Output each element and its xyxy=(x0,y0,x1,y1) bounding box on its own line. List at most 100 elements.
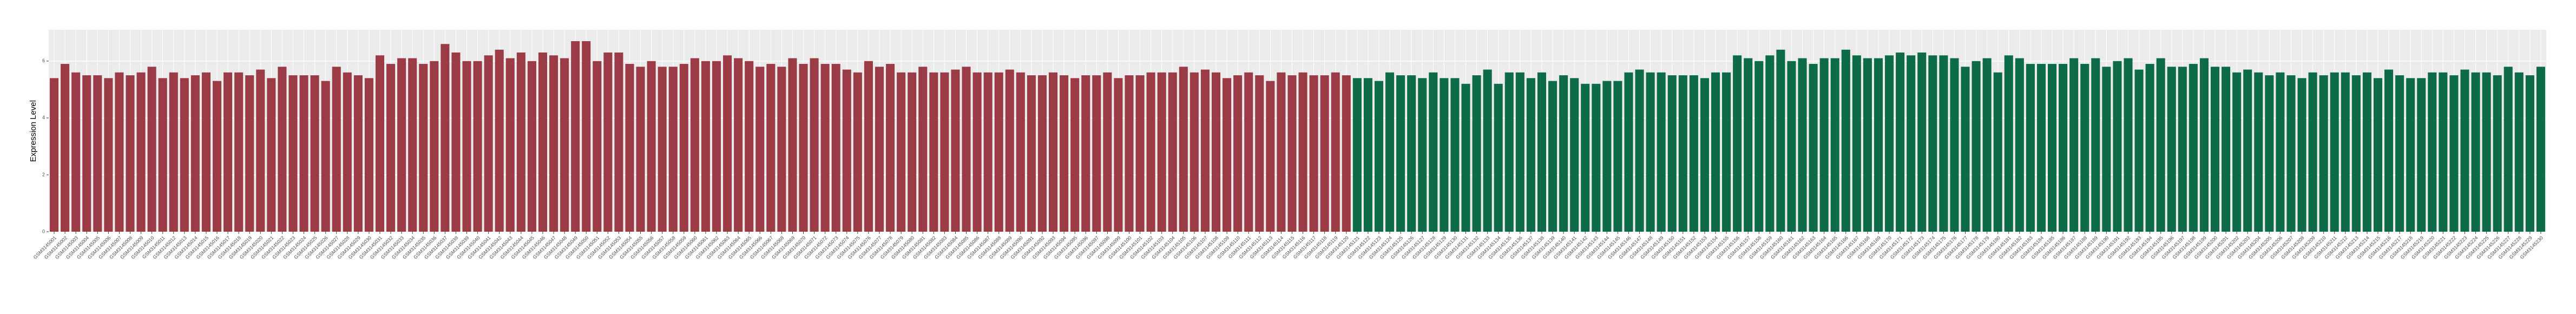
bar xyxy=(2308,72,2317,232)
bar xyxy=(1005,69,1014,232)
bar xyxy=(1537,72,1546,232)
bar xyxy=(2493,75,2502,232)
bar xyxy=(1700,78,1709,232)
bar xyxy=(2351,75,2361,232)
bar xyxy=(1016,72,1025,232)
bar xyxy=(1982,58,1992,232)
bar xyxy=(364,78,373,232)
bar xyxy=(190,75,200,232)
y-tick-label: 4 xyxy=(42,115,45,120)
bar xyxy=(1135,75,1145,232)
bar xyxy=(1049,72,1058,232)
bar xyxy=(2189,64,2198,232)
bar xyxy=(2222,67,2231,232)
bar xyxy=(1581,83,1590,232)
bar xyxy=(614,53,623,232)
bar xyxy=(983,72,993,232)
bar xyxy=(1352,78,1362,232)
bar xyxy=(267,78,276,232)
bar xyxy=(332,67,341,232)
bar xyxy=(310,75,319,232)
bar xyxy=(1874,58,1883,232)
bar xyxy=(1233,75,1243,232)
bar xyxy=(419,64,428,232)
bar xyxy=(1592,83,1601,232)
bar xyxy=(940,72,949,232)
bar xyxy=(701,61,710,232)
bar xyxy=(1744,58,1753,232)
bar xyxy=(1298,72,1307,232)
bar xyxy=(1776,49,1785,232)
bar xyxy=(658,67,667,232)
bar xyxy=(115,72,124,232)
bar xyxy=(126,75,135,232)
bar xyxy=(918,67,928,232)
bar xyxy=(278,67,287,232)
bar xyxy=(1863,58,1872,232)
bar xyxy=(1993,72,2002,232)
bar xyxy=(1494,83,1503,232)
bar xyxy=(1103,72,1112,232)
bar xyxy=(679,64,688,232)
bar xyxy=(1819,58,1829,232)
bar xyxy=(61,64,70,232)
bar xyxy=(169,72,178,232)
bar xyxy=(1907,55,1916,232)
bar xyxy=(2059,64,2068,232)
bar xyxy=(2482,72,2491,232)
bar xyxy=(353,75,363,232)
bar xyxy=(375,55,385,232)
bar xyxy=(1559,75,1568,232)
bar xyxy=(1972,61,1981,232)
bar xyxy=(1917,53,1927,232)
bar xyxy=(1450,78,1460,232)
bar xyxy=(2048,64,2057,232)
bar xyxy=(1472,75,1481,232)
bar xyxy=(636,67,645,232)
bar xyxy=(2341,72,2350,232)
bar xyxy=(212,81,222,232)
bar xyxy=(397,58,406,232)
bar xyxy=(603,53,613,232)
bar xyxy=(1211,72,1221,232)
bar xyxy=(2026,64,2035,232)
bar xyxy=(2015,58,2024,232)
bar xyxy=(1635,69,1644,232)
bar xyxy=(1461,83,1470,232)
bar xyxy=(908,72,917,232)
bar xyxy=(712,61,721,232)
bar xyxy=(1809,64,1818,232)
bar xyxy=(625,64,634,232)
bar xyxy=(147,67,156,232)
bar xyxy=(582,41,591,232)
bar xyxy=(441,44,450,232)
bar xyxy=(1287,75,1297,232)
bar xyxy=(2254,72,2263,232)
bar xyxy=(1754,61,1764,232)
bar xyxy=(1027,75,1036,232)
bar xyxy=(1624,72,1633,232)
bar xyxy=(1266,81,1275,232)
bar xyxy=(593,61,602,232)
bar xyxy=(408,58,417,232)
bar xyxy=(180,78,189,232)
bar xyxy=(1385,72,1395,232)
bar xyxy=(1515,72,1524,232)
bar xyxy=(1429,72,1438,232)
bar xyxy=(1765,55,1775,232)
bar xyxy=(256,69,265,232)
bar xyxy=(2102,67,2111,232)
bar xyxy=(462,61,471,232)
bar xyxy=(1711,72,1720,232)
bar xyxy=(136,72,146,232)
bar xyxy=(2243,69,2252,232)
bar xyxy=(1798,58,1807,232)
bar xyxy=(994,72,1003,232)
bar xyxy=(201,72,211,232)
bar xyxy=(875,67,884,232)
bar xyxy=(820,64,830,232)
bar xyxy=(2330,72,2339,232)
bar xyxy=(321,81,330,232)
bar xyxy=(723,55,732,232)
